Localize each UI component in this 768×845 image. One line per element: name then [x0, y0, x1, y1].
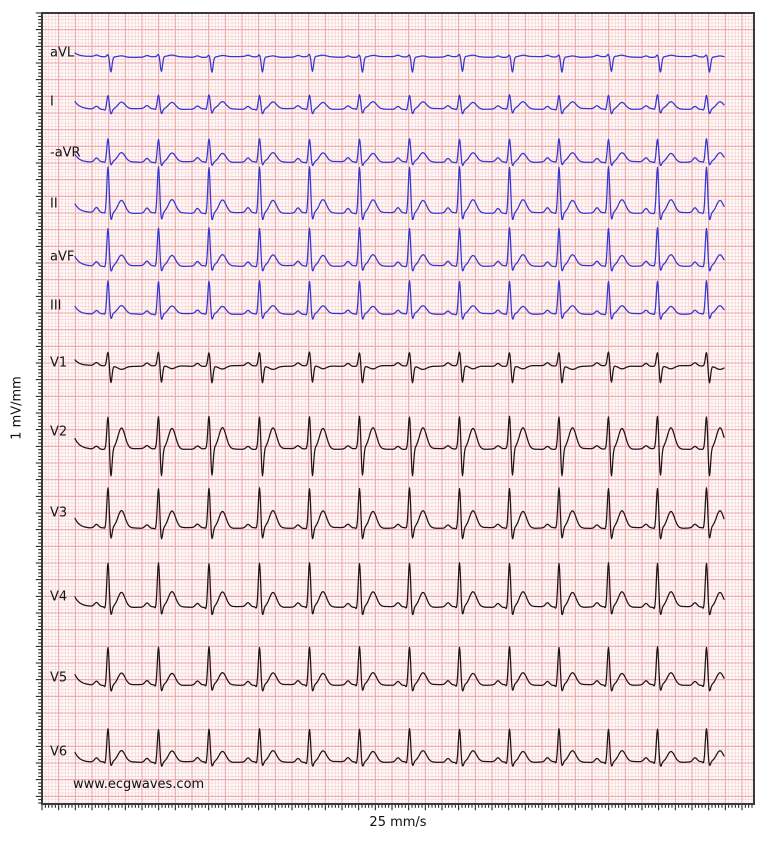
ecg-trace-V5	[74, 646, 725, 692]
grid-minor-lines	[42, 13, 754, 804]
lead-label-aVF: aVF	[50, 250, 74, 265]
ecg-trace--aVR	[74, 138, 725, 167]
grid-major-lines	[42, 13, 754, 804]
lead-label-V2: V2	[50, 425, 67, 440]
ecg-trace-V3	[74, 487, 725, 540]
y-axis-label: 1 mV/mm	[9, 376, 25, 440]
lead-label-V3: V3	[50, 506, 67, 521]
ecg-trace-aVL	[74, 52, 725, 73]
lead-label-III: III	[50, 299, 62, 314]
ecg-trace-V4	[74, 562, 725, 616]
x-axis-label: 25 mm/s	[369, 815, 427, 830]
ecg-trace-II	[74, 166, 725, 221]
watermark-text: www.ecgwaves.com	[73, 777, 205, 792]
lead-label-II: II	[50, 197, 58, 212]
lead-label-V1: V1	[50, 356, 67, 371]
ecg-trace-aVF	[74, 227, 725, 272]
lead-label-V5: V5	[50, 671, 67, 686]
plot-border	[41, 12, 755, 805]
ecg-trace-V6	[74, 728, 725, 767]
ecg-trace-V1	[74, 351, 725, 384]
ecg-trace-I	[74, 94, 725, 115]
lead-label-aVL: aVL	[50, 46, 75, 61]
lead-label-V4: V4	[50, 590, 67, 605]
lead-label-I: I	[50, 95, 54, 110]
ecg-trace-III	[74, 280, 725, 320]
lead-label-V6: V6	[50, 745, 67, 760]
axis-ticks	[35, 12, 753, 811]
ecg-trace-V2	[74, 415, 725, 477]
lead-label--aVR: -aVR	[50, 146, 81, 161]
